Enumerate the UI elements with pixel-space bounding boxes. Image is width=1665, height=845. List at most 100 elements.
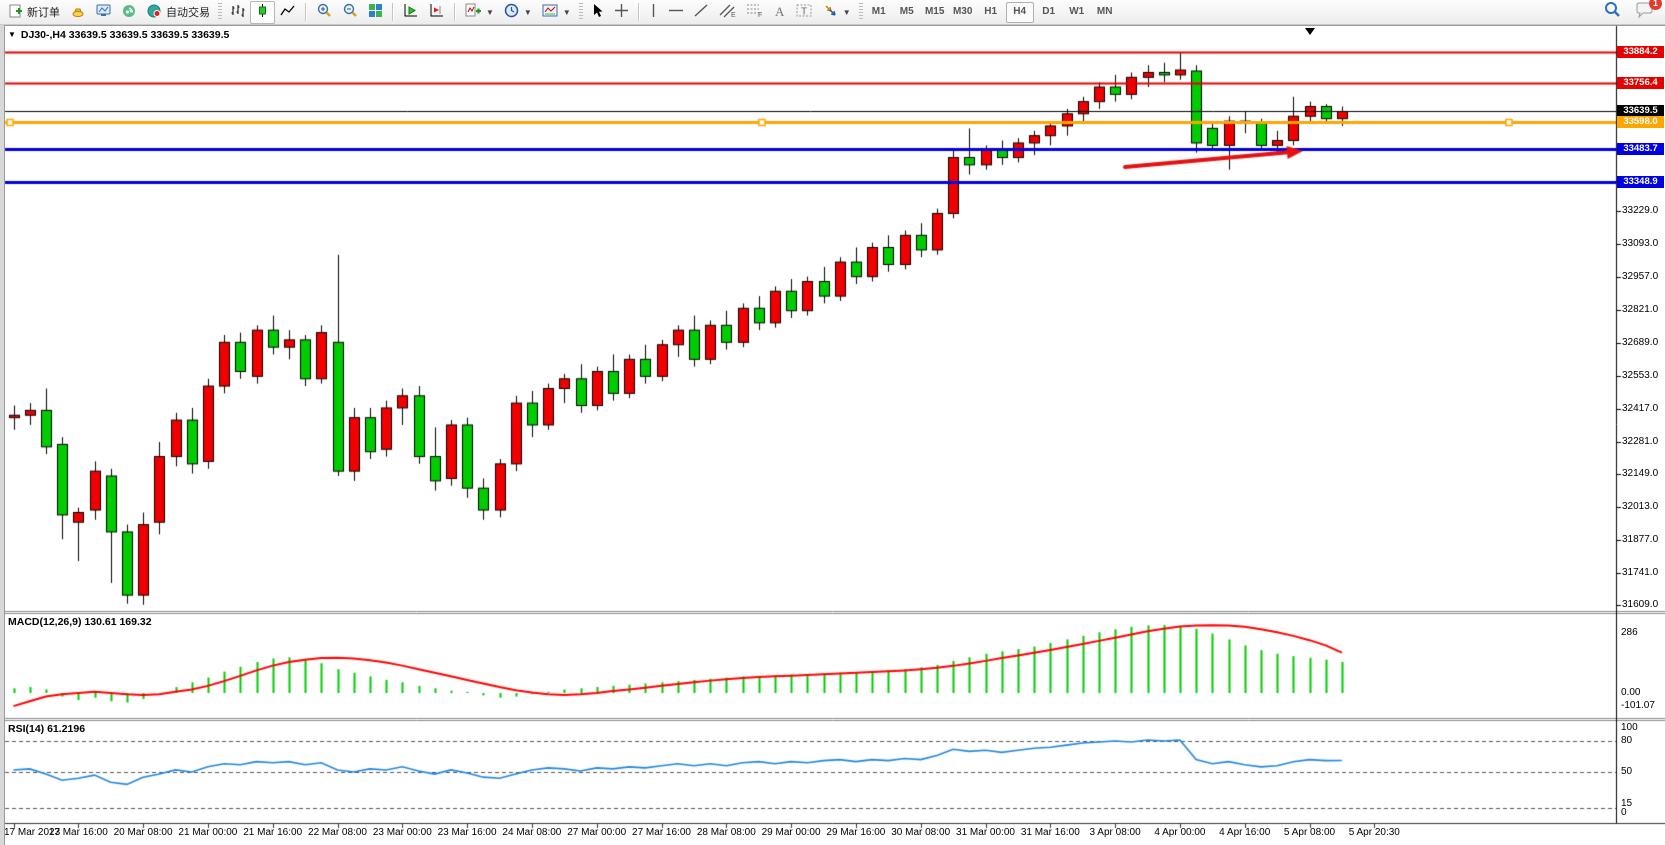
price-axis-label[interactable]: 32417.0 — [1622, 402, 1659, 414]
time-axis-label[interactable]: 21 Mar 16:00 — [243, 827, 303, 838]
time-axis-label[interactable]: 22 Mar 08:00 — [308, 827, 367, 838]
timeframe-M1[interactable]: M1 — [871, 5, 886, 17]
chart-shift-marker[interactable] — [1305, 28, 1315, 35]
timeframe-M15[interactable]: M15 — [924, 5, 945, 17]
vertical-line-button[interactable] — [644, 2, 663, 23]
symbol-info-line[interactable]: ▼ DJ30-,H4 33639.5 33639.5 33639.5 33639.… — [8, 29, 229, 41]
time-axis-label[interactable]: 29 Mar 00:00 — [761, 827, 821, 838]
time-axis-label[interactable]: 31 Mar 16:00 — [1020, 827, 1080, 838]
line-chart-button[interactable] — [275, 2, 301, 23]
indicators-button[interactable]: ▼ — [460, 2, 499, 23]
time-axis-label[interactable]: 17 Mar 2023 — [4, 827, 61, 838]
templates-button[interactable]: ▼ — [537, 2, 576, 23]
price-tag-33348.9: 33348.9 — [1617, 176, 1664, 188]
time-axis-label[interactable]: 5 Apr 08:00 — [1283, 827, 1336, 838]
time-axis-label[interactable]: 5 Apr 20:30 — [1348, 827, 1400, 838]
macd-scale-label[interactable]: 286 — [1621, 626, 1638, 638]
rsi-scale-label[interactable]: 80 — [1621, 735, 1633, 746]
price-tag-33756.4: 33756.4 — [1617, 77, 1664, 89]
auto-scroll-icon — [403, 3, 419, 21]
timeframe-MN[interactable]: MN — [1096, 5, 1113, 17]
price-axis-label[interactable]: 32821.0 — [1622, 304, 1659, 316]
time-axis-label[interactable]: 4 Apr 16:00 — [1219, 827, 1271, 838]
price-axis-label[interactable]: 33093.0 — [1622, 238, 1659, 250]
time-axis-label[interactable]: 20 Mar 08:00 — [113, 827, 173, 838]
rsi-scale-label[interactable]: 0 — [1621, 807, 1627, 818]
rsi-scale-label[interactable]: 100 — [1621, 722, 1638, 733]
timeframe-M5[interactable]: M5 — [899, 5, 914, 17]
timeframe-H1[interactable]: H1 — [984, 5, 998, 17]
new-order-button[interactable]: 新订单 — [4, 2, 65, 23]
horizontal-line-icon — [668, 6, 684, 18]
gold-icon — [70, 4, 86, 21]
auto-scroll-button[interactable] — [398, 2, 424, 23]
rsi-scale-label[interactable]: 50 — [1621, 766, 1633, 777]
tile-windows-button[interactable] — [363, 2, 388, 23]
market-button[interactable] — [65, 2, 91, 23]
zoom-out-button[interactable] — [337, 2, 363, 23]
time-axis-label[interactable]: 31 Mar 00:00 — [956, 827, 1015, 838]
notifications-button[interactable]: 1 — [1635, 0, 1662, 24]
time-axis-label[interactable]: 29 Mar 16:00 — [826, 827, 886, 838]
zoom-in-icon — [316, 3, 332, 22]
symbol-ohlc-text: DJ30-,H4 33639.5 33639.5 33639.5 33639.5 — [20, 29, 230, 41]
time-axis-label[interactable]: 27 Mar 16:00 — [632, 827, 691, 838]
notification-badge: 1 — [1649, 0, 1662, 10]
time-axis-label[interactable]: 17 Mar 16:00 — [48, 827, 108, 838]
text-label-button[interactable]: T — [791, 2, 818, 23]
price-axis-label[interactable]: 31609.0 — [1622, 599, 1659, 611]
time-axis-label[interactable]: 21 Mar 00:00 — [178, 827, 238, 838]
toolbar-separator — [454, 3, 456, 21]
zoom-in-button[interactable] — [311, 2, 337, 23]
price-axis-label[interactable]: 32957.0 — [1622, 271, 1659, 283]
text-button[interactable]: A — [768, 2, 791, 23]
monitor-icon — [96, 4, 112, 21]
price-tag-33598.0: 33598.0 — [1617, 116, 1664, 128]
time-axis-label[interactable]: 24 Mar 08:00 — [502, 827, 562, 838]
periods-button[interactable]: ▼ — [499, 2, 537, 23]
chart-shift-button[interactable] — [424, 2, 450, 23]
time-axis-label[interactable]: 23 Mar 00:00 — [372, 827, 432, 838]
indicators-icon — [465, 3, 481, 21]
time-axis-label[interactable]: 30 Mar 08:00 — [891, 827, 951, 838]
macd-scale-label[interactable]: -101.07 — [1621, 700, 1655, 711]
price-axis-label[interactable]: 32013.0 — [1622, 500, 1659, 512]
autotrading-button[interactable]: 自动交易 — [142, 2, 215, 23]
time-axis-label[interactable]: 23 Mar 16:00 — [437, 827, 497, 838]
time-axis-label[interactable]: 3 Apr 08:00 — [1089, 827, 1141, 838]
timeframe-W1[interactable]: W1 — [1069, 5, 1085, 17]
cursor-button[interactable] — [586, 2, 609, 23]
search-icon[interactable] — [1603, 1, 1621, 24]
equidistant-channel-button[interactable]: E — [714, 2, 741, 23]
arrows-button[interactable]: ▼ — [818, 2, 856, 23]
price-axis-label[interactable]: 31741.0 — [1622, 567, 1659, 578]
price-axis-label[interactable]: 32281.0 — [1622, 435, 1659, 447]
time-axis-label[interactable]: 28 Mar 08:00 — [696, 827, 756, 838]
trendline-button[interactable] — [689, 2, 714, 23]
candlestick-icon — [255, 3, 270, 21]
new-order-label: 新订单 — [27, 7, 60, 19]
price-axis-label[interactable]: 31877.0 — [1622, 533, 1659, 545]
price-axis-label[interactable]: 33229.0 — [1622, 205, 1659, 217]
price-axis-label[interactable]: 32149.0 — [1622, 467, 1659, 479]
timeframe-H4[interactable]: H4 — [1005, 1, 1034, 23]
collapse-triangle-icon[interactable]: ▼ — [8, 30, 16, 39]
macd-scale-label[interactable]: 0.00 — [1621, 687, 1641, 698]
crosshair-button[interactable] — [609, 2, 634, 23]
horizontal-line-button[interactable] — [663, 2, 689, 23]
fibonacci-button[interactable]: F — [741, 2, 768, 23]
time-axis-label[interactable]: 27 Mar 00:00 — [567, 827, 627, 838]
timeframe-M30[interactable]: M30 — [952, 5, 973, 17]
svg-text:F: F — [758, 12, 762, 18]
signals-icon — [122, 4, 137, 21]
price-axis-label[interactable]: 32553.0 — [1622, 369, 1659, 381]
time-axis-label[interactable]: 4 Apr 00:00 — [1154, 827, 1206, 838]
rsi-scale-label[interactable]: 15 — [1621, 798, 1633, 809]
bar-chart-button[interactable] — [225, 2, 250, 23]
price-axis-label[interactable]: 32689.0 — [1622, 336, 1659, 348]
timeframe-D1[interactable]: D1 — [1042, 5, 1056, 17]
signals-button[interactable] — [117, 2, 142, 23]
candlestick-button[interactable] — [250, 0, 275, 24]
charts-button[interactable] — [91, 2, 117, 23]
